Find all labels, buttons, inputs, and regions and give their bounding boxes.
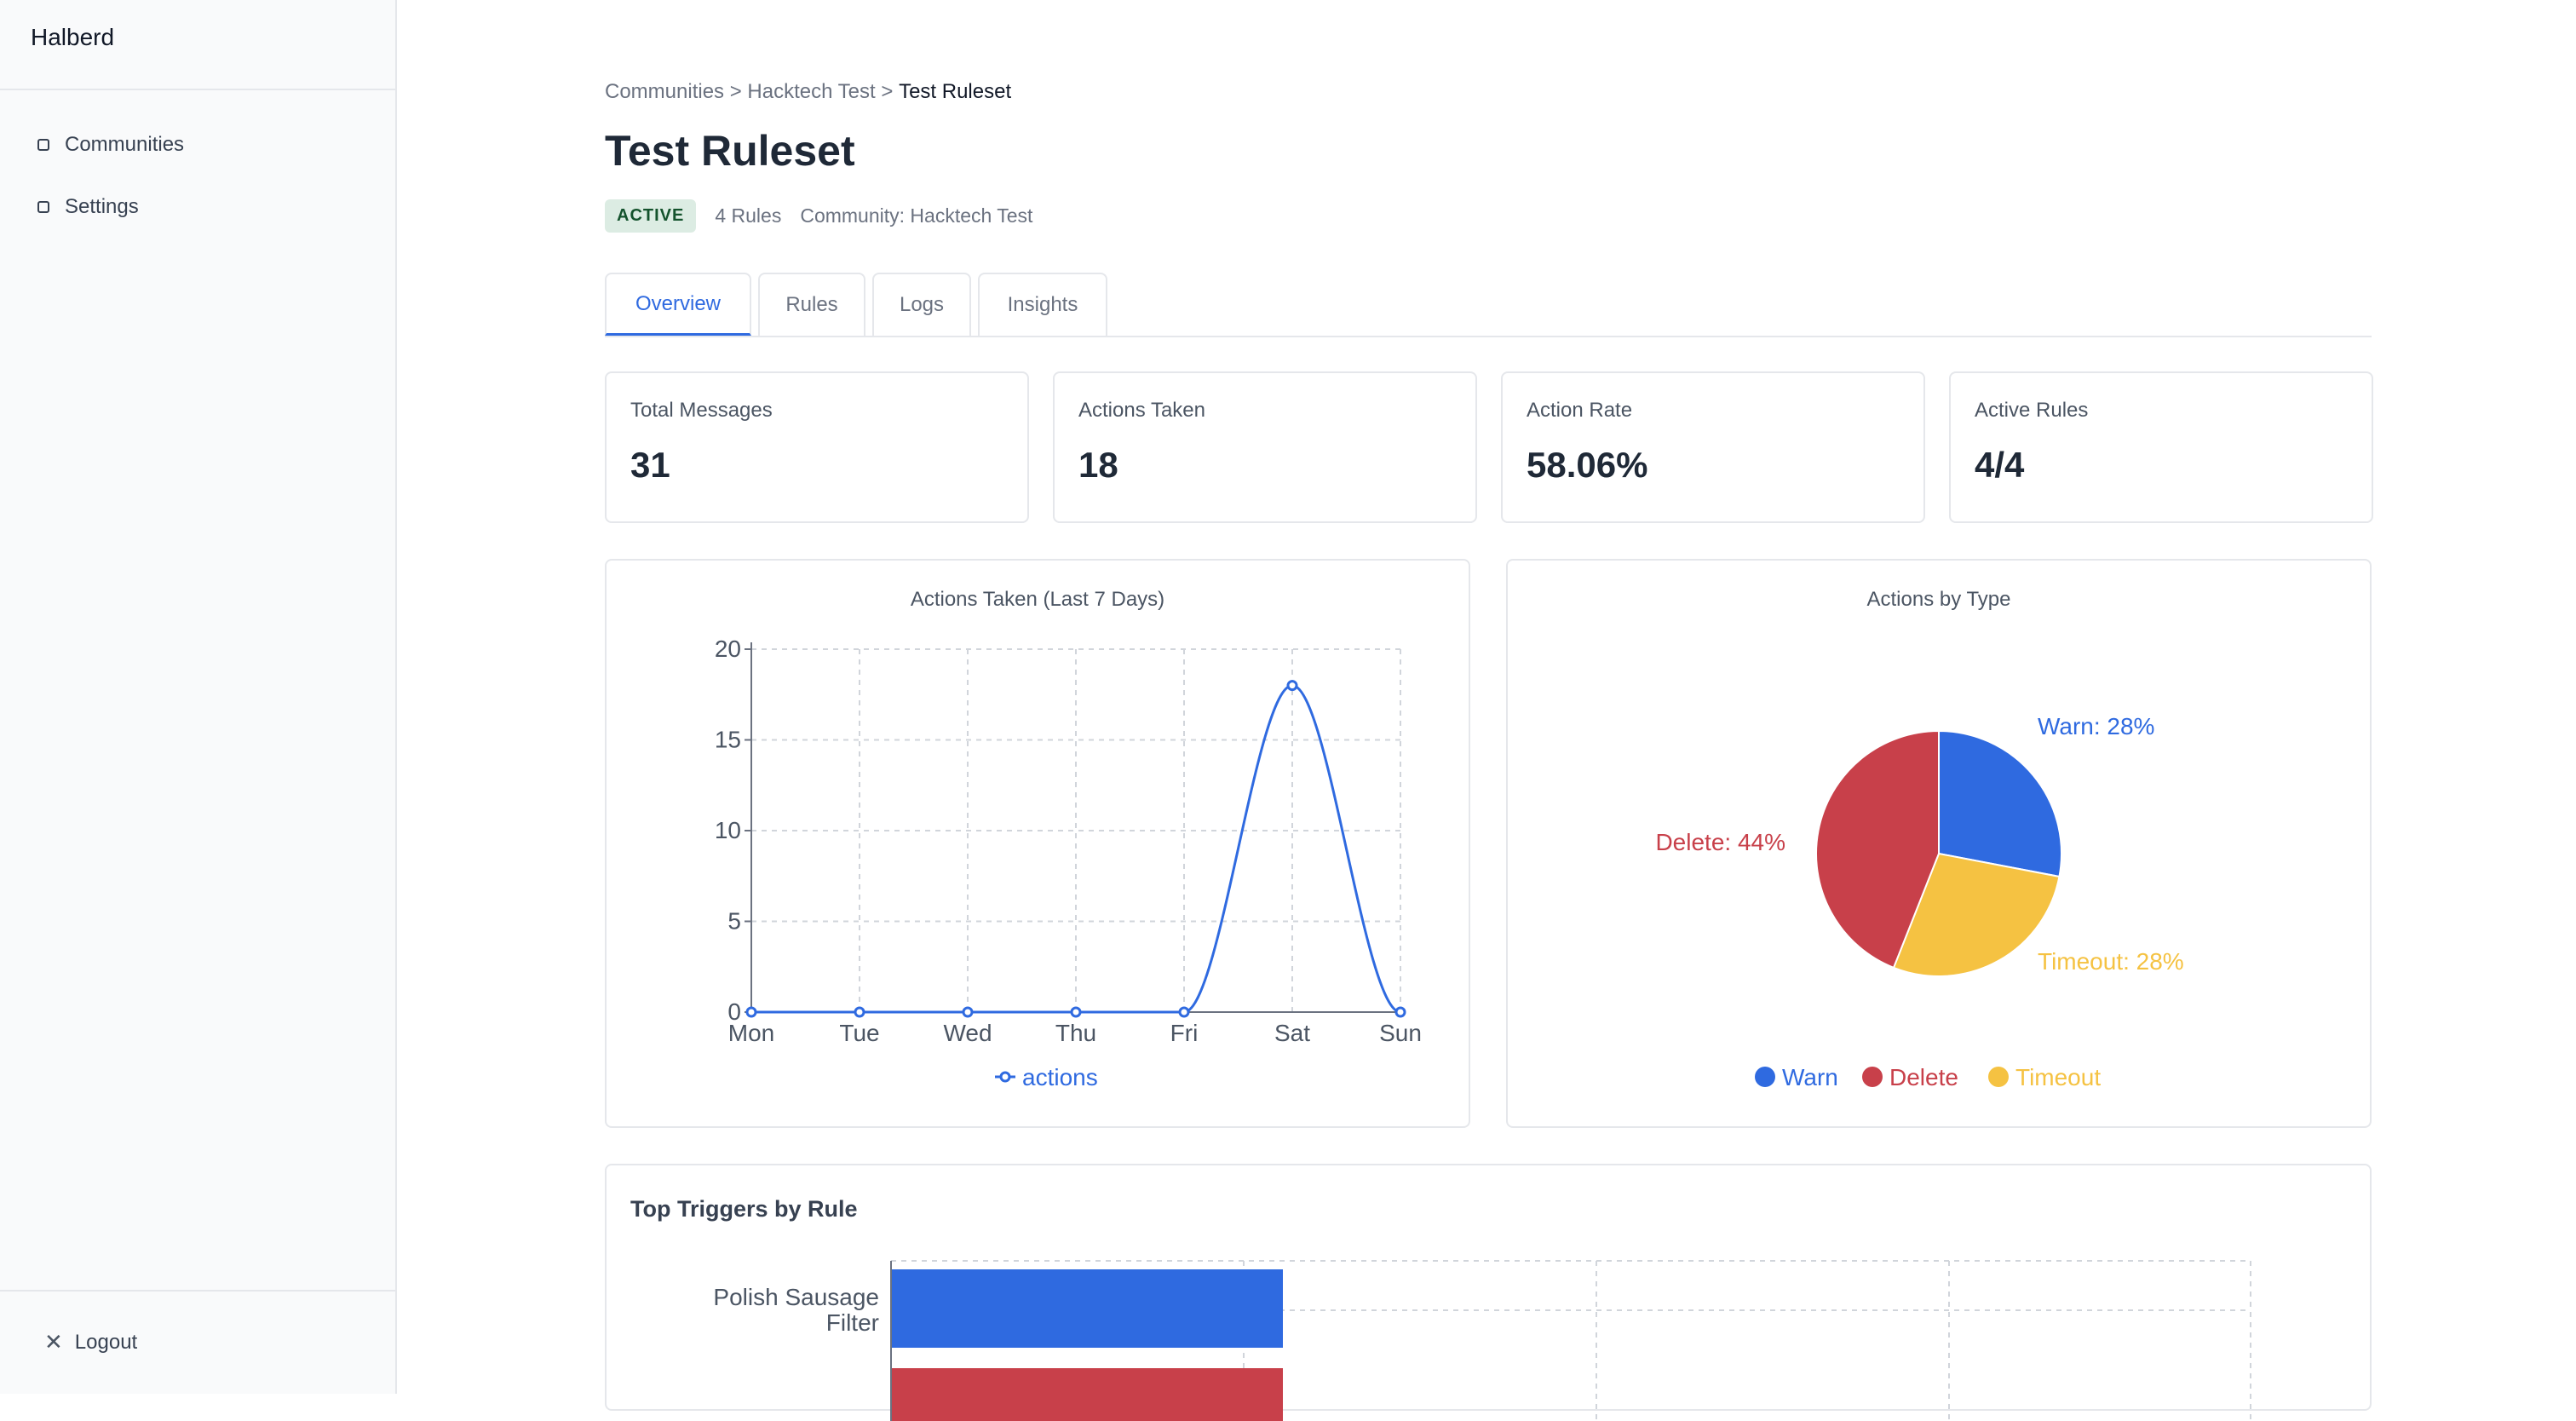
chart-title: Actions Taken (Last 7 Days) <box>910 588 1165 611</box>
stat-card-actions-taken: Actions Taken 18 <box>1053 371 1477 523</box>
legend-dot-icon <box>1755 1067 1775 1087</box>
data-point <box>1070 1006 1082 1018</box>
breadcrumb-current: Test Ruleset <box>899 80 1012 103</box>
breadcrumb-communities-link[interactable]: Communities <box>605 80 725 103</box>
ruleset-meta: ACTIVE 4 Rules Community: Hacktech Test <box>605 199 1032 233</box>
breadcrumb-separator: > <box>875 80 900 103</box>
x-tick-label: Wed <box>943 1020 992 1046</box>
sidebar-item-communities[interactable]: Communities <box>37 133 184 157</box>
stat-label: Action Rate <box>1527 399 1633 422</box>
stat-label: Total Messages <box>630 399 773 422</box>
stat-value: 18 <box>1078 445 1118 485</box>
pie-slice-warn <box>1938 729 2062 878</box>
square-icon <box>37 201 49 213</box>
y-tick-label: 0 <box>727 998 741 1025</box>
x-tick-label: Thu <box>1055 1020 1096 1046</box>
slice-label: Timeout: 28% <box>2038 948 2184 975</box>
top-triggers-card: Top Triggers by Rule Polish Sausage Filte… <box>605 1164 2372 1421</box>
stat-label: Active Rules <box>1975 399 2089 422</box>
y-tick-label: 15 <box>715 727 741 753</box>
sidebar-divider <box>0 89 395 90</box>
x-tick-label: Tue <box>839 1020 879 1046</box>
square-icon <box>37 139 49 151</box>
sidebar-item-label: Settings <box>65 195 139 218</box>
stat-value: 58.06% <box>1527 445 1648 485</box>
legend-label: Delete <box>1889 1064 1958 1090</box>
slice-label: Delete: 44% <box>1655 829 1785 855</box>
legend-label: Timeout <box>2015 1064 2101 1090</box>
community-label: Community: Hacktech Test <box>800 204 1033 227</box>
data-point <box>854 1006 865 1018</box>
section-title: Top Triggers by Rule <box>630 1196 858 1222</box>
data-point <box>1286 680 1298 692</box>
breadcrumb-community-link[interactable]: Hacktech Test <box>747 80 876 103</box>
stat-value: 4/4 <box>1975 445 2025 485</box>
sidebar-item-settings[interactable]: Settings <box>37 195 139 219</box>
line-chart-card: Actions Taken (Last 7 Days) 0 5 10 15 20 Mon T… <box>605 559 1470 1128</box>
app-brand: Halberd <box>31 24 115 50</box>
page-title: Test Ruleset <box>605 127 855 175</box>
tab-overview[interactable]: Overview <box>605 273 751 336</box>
sidebar-item-label: Communities <box>65 133 185 156</box>
slice-label: Warn: 28% <box>2038 713 2154 739</box>
sidebar-divider <box>0 1290 395 1292</box>
bar-next-rule <box>891 1368 1283 1421</box>
pie-slice-timeout <box>1892 852 2061 977</box>
stat-card-active-rules: Active Rules 4/4 <box>1949 371 2373 523</box>
series-line-actions <box>750 684 1401 1014</box>
bar-polish-sausage-filter <box>891 1269 1283 1348</box>
tab-rules[interactable]: Rules <box>758 273 865 336</box>
tab-logs[interactable]: Logs <box>872 273 971 336</box>
status-badge: ACTIVE <box>605 199 697 233</box>
breadcrumb: Communities > Hacktech Test > Test Rules… <box>605 80 1011 104</box>
main-content: Communities > Hacktech Test > Test Rules… <box>397 0 2576 1421</box>
x-tick-label: Sun <box>1379 1020 1422 1046</box>
legend-label: Warn <box>1782 1064 1838 1090</box>
sidebar: Halberd Communities Settings ✕ Logout <box>0 0 397 1394</box>
stat-card-action-rate: Action Rate 58.06% <box>1501 371 1925 523</box>
pie-slice-delete <box>1815 729 1940 969</box>
category-label-line: Filter <box>826 1309 879 1336</box>
chart-title: Actions by Type <box>1866 588 2011 611</box>
stat-value: 31 <box>630 445 670 485</box>
logout-label: Logout <box>74 1330 138 1354</box>
y-tick-label: 5 <box>727 908 741 935</box>
legend-label: actions <box>1022 1064 1098 1090</box>
data-point <box>962 1006 974 1018</box>
stat-label: Actions Taken <box>1078 399 1205 422</box>
line-chart: 0 5 10 15 20 Mon Tue Wed Thu Fri Sat Sun actions <box>715 636 1422 1090</box>
x-tick-label: Mon <box>728 1020 774 1046</box>
data-point <box>745 1006 757 1018</box>
pie-chart: Warn: 28% Timeout: 28% Delete: 44% Warn Dele… <box>1655 713 2184 1090</box>
data-point <box>1394 1006 1406 1018</box>
rule-count: 4 Rules <box>715 204 782 227</box>
close-icon: ✕ <box>44 1329 63 1355</box>
logout-button[interactable]: ✕ Logout <box>44 1329 137 1355</box>
legend-dot-icon <box>1988 1067 2009 1087</box>
stat-card-total-messages: Total Messages 31 <box>605 371 1029 523</box>
data-point <box>1178 1006 1190 1018</box>
x-tick-label: Sat <box>1274 1020 1310 1046</box>
legend-marker-icon <box>999 1071 1011 1083</box>
tab-insights[interactable]: Insights <box>978 273 1107 336</box>
y-tick-label: 10 <box>715 817 741 843</box>
pie-chart-card: Actions by Type Warn: 28% Timeout: 28% Del… <box>1506 559 2372 1128</box>
breadcrumb-separator: > <box>724 80 748 103</box>
legend-dot-icon <box>1862 1067 1883 1087</box>
y-tick-label: 20 <box>715 636 741 662</box>
tab-bar: Overview Rules Logs Insights <box>605 273 2372 337</box>
category-label-line: Polish Sausage <box>713 1284 879 1310</box>
x-tick-label: Fri <box>1170 1020 1199 1046</box>
